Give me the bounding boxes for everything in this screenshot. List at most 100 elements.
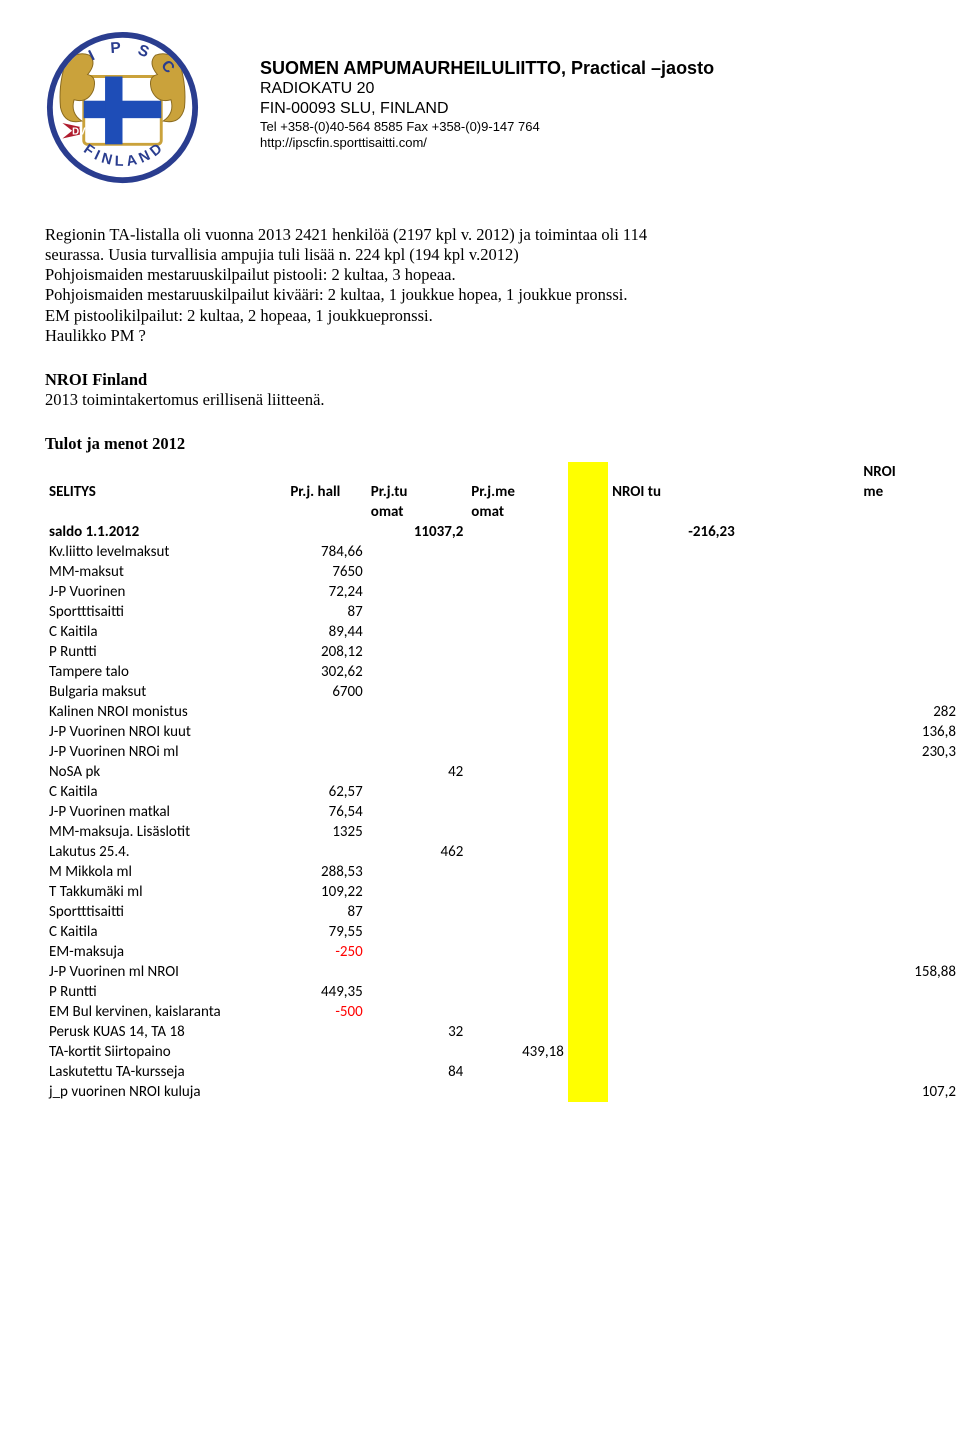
p2-line1: Pohjoismaiden mestaruuskilpailut pistool… (45, 265, 940, 285)
row-hall (286, 1022, 366, 1042)
cell-empty (739, 662, 860, 682)
row-tu (367, 602, 468, 622)
row-hall (286, 762, 366, 782)
row-tu: 42 (367, 762, 468, 782)
saldo-tu: 11037,2 (367, 522, 468, 542)
nroi-block: NROI Finland 2013 toimintakertomus erill… (0, 370, 960, 410)
cell-empty (739, 1022, 860, 1042)
row-desc: Bulgaria maksut (45, 682, 286, 702)
row-hall: 302,62 (286, 662, 366, 682)
org-addr2: FIN-00093 SLU, FINLAND (260, 99, 714, 119)
cell-empty (739, 942, 860, 962)
row-hall: 76,54 (286, 802, 366, 822)
row-nroi-me: 107,2 (859, 1082, 960, 1102)
cell-empty (739, 1042, 860, 1062)
row-me (467, 662, 568, 682)
row-me (467, 682, 568, 702)
table-row: P Runtti449,35 (45, 982, 960, 1002)
yellow-sep (568, 922, 608, 942)
table-row: P Runtti208,12 (45, 642, 960, 662)
finance-table-wrap: NROISELITYSPr.j. hallPr.j.tuPr.j.meNROI … (0, 462, 960, 1102)
row-nroi-me (859, 922, 960, 942)
ipsc-finland-logo: DVC I P S C FINLAND (45, 30, 200, 185)
row-desc: P Runtti (45, 642, 286, 662)
row-tu (367, 562, 468, 582)
row-desc: NoSA pk (45, 762, 286, 782)
cell-empty (739, 702, 860, 722)
table-row: Sportttisaitti87 (45, 902, 960, 922)
row-tu (367, 862, 468, 882)
hdr-nroi-tu: NROI tu (608, 482, 739, 502)
table-row: Lakutus 25.4.462 (45, 842, 960, 862)
cell-empty (739, 882, 860, 902)
table-row: EM-maksuja-250 (45, 942, 960, 962)
cell-empty (608, 462, 739, 482)
row-nroi-tu (608, 722, 739, 742)
p2-line3: EM pistoolikilpailut: 2 kultaa, 2 hopeaa… (45, 306, 940, 326)
row-desc: Tampere talo (45, 662, 286, 682)
row-nroi-tu (608, 862, 739, 882)
yellow-sep (568, 802, 608, 822)
row-me (467, 942, 568, 962)
row-hall: -250 (286, 942, 366, 962)
table-row: MM-maksut7650 (45, 562, 960, 582)
row-tu (367, 942, 468, 962)
row-me: 439,18 (467, 1042, 568, 1062)
cell-empty (739, 722, 860, 742)
row-hall (286, 1082, 366, 1102)
table-row: NoSA pk 42 (45, 762, 960, 782)
row-nroi-tu (608, 822, 739, 842)
yellow-sep (568, 1022, 608, 1042)
row-nroi-me (859, 662, 960, 682)
cell-empty (739, 1082, 860, 1102)
tulot-heading: Tulot ja menot 2012 (0, 434, 960, 454)
cell-empty (739, 982, 860, 1002)
table-row: J-P Vuorinen matkal76,54 (45, 802, 960, 822)
row-tu (367, 662, 468, 682)
cell-empty (367, 462, 468, 482)
row-desc: J-P Vuorinen NROi ml (45, 742, 286, 762)
row-nroi-me (859, 802, 960, 822)
cell-empty (739, 622, 860, 642)
row-desc: M Mikkola ml (45, 862, 286, 882)
cell-empty (739, 502, 860, 522)
row-tu (367, 882, 468, 902)
row-nroi-tu (608, 842, 739, 862)
row-desc: J-P Vuorinen (45, 582, 286, 602)
row-me (467, 882, 568, 902)
row-tu: 462 (367, 842, 468, 862)
row-nroi-me (859, 1062, 960, 1082)
table-row: Laskutettu TA-kursseja84 (45, 1062, 960, 1082)
row-hall (286, 1062, 366, 1082)
row-nroi-tu (608, 782, 739, 802)
cell-empty (739, 1002, 860, 1022)
p2-line4: Haulikko PM ? (45, 326, 940, 346)
cell-empty (859, 522, 960, 542)
row-desc: Kv.liitto levelmaksut (45, 542, 286, 562)
org-addr1: RADIOKATU 20 (260, 79, 714, 99)
row-nroi-me (859, 1042, 960, 1062)
cell-empty (45, 462, 286, 482)
yellow-sep (568, 462, 608, 482)
row-nroi-me (859, 942, 960, 962)
table-header-row: omatomat (45, 502, 960, 522)
row-me (467, 982, 568, 1002)
yellow-sep (568, 1042, 608, 1062)
row-hall (286, 962, 366, 982)
row-hall (286, 722, 366, 742)
row-tu (367, 802, 468, 822)
row-me (467, 602, 568, 622)
row-nroi-me: 136,8 (859, 722, 960, 742)
cell-empty (286, 502, 366, 522)
row-desc: Kalinen NROI monistus (45, 702, 286, 722)
table-row: C Kaitila79,55 (45, 922, 960, 942)
row-tu (367, 542, 468, 562)
table-header-row: SELITYSPr.j. hallPr.j.tuPr.j.meNROI tume (45, 482, 960, 502)
yellow-sep (568, 522, 608, 542)
row-desc: MM-maksut (45, 562, 286, 582)
row-me (467, 1082, 568, 1102)
org-info: SUOMEN AMPUMAURHEILULIITTO, Practical –j… (260, 58, 714, 152)
table-row: TA-kortit Siirtopaino439,18 (45, 1042, 960, 1062)
row-nroi-tu (608, 762, 739, 782)
org-url[interactable]: http://ipscfin.sporttisaitti.com/ (260, 135, 427, 150)
